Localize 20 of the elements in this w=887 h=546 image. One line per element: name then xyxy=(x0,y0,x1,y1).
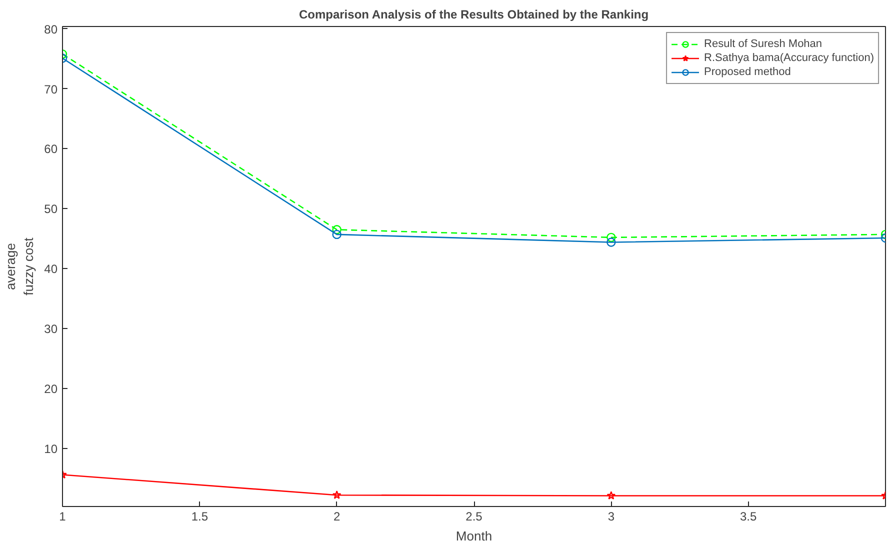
y-tick-label: 10 xyxy=(44,442,58,456)
y-tick-label: 60 xyxy=(44,142,58,156)
legend-label: R.Sathya bama(Accuracy function) xyxy=(704,51,874,65)
y-tick-label: 40 xyxy=(44,262,58,276)
y-tick-label: 70 xyxy=(44,82,58,96)
legend-label: Proposed method xyxy=(704,65,791,79)
x-tick-label: 1 xyxy=(59,510,66,524)
x-tick-label: 1.5 xyxy=(191,510,208,524)
x-tick-label: 2 xyxy=(333,510,340,524)
x-axis-title: Month xyxy=(456,528,492,544)
x-tick-label: 2.5 xyxy=(466,510,483,524)
chart-title: Comparison Analysis of the Results Obtained by the Ranking xyxy=(298,8,649,22)
y-tick-label: 20 xyxy=(44,382,58,396)
y-axis-title: average fuzzy cost xyxy=(3,237,36,296)
y-tick-label: 50 xyxy=(44,202,58,216)
x-tick-label: 3 xyxy=(608,510,615,524)
y-tick-label: 80 xyxy=(44,22,58,36)
y-tick-label: 30 xyxy=(44,322,58,336)
x-tick-label: 3.5 xyxy=(740,510,757,524)
legend-label: Result of Suresh Mohan xyxy=(704,37,822,51)
